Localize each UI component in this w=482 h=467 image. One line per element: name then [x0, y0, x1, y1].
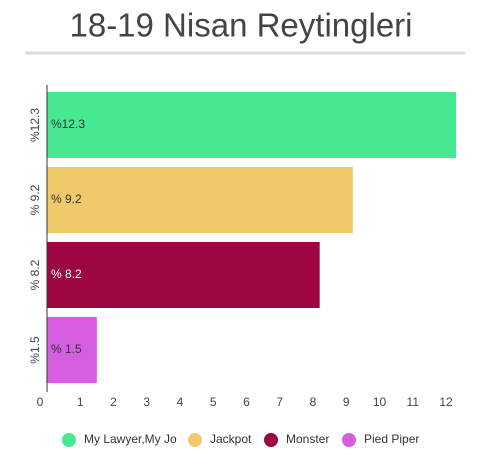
legend-swatch: [62, 433, 76, 447]
y-tick-label: %12.3: [28, 108, 42, 142]
x-tick-label: 0: [37, 395, 44, 409]
x-tick-label: 7: [276, 395, 283, 409]
y-tick-label: % 9.2: [28, 184, 42, 215]
bar: [47, 92, 456, 158]
x-tick-label: 12: [439, 395, 453, 409]
value-label: % 8.2: [51, 267, 82, 281]
legend-label: My Lawyer,My Jo: [84, 432, 177, 446]
x-tick-label: 3: [143, 395, 150, 409]
value-label: %12.3: [51, 117, 85, 131]
y-tick-label: %1.5: [28, 336, 42, 364]
legend-swatch: [188, 433, 202, 447]
x-tick-label: 1: [77, 395, 84, 409]
legend-swatch: [342, 433, 356, 447]
legend-label: Pied Piper: [364, 432, 419, 446]
bar: [47, 317, 97, 383]
legend-label: Jackpot: [210, 432, 252, 446]
value-label: % 1.5: [51, 342, 82, 356]
x-tick-label: 8: [310, 395, 317, 409]
x-tick-label: 5: [210, 395, 217, 409]
x-tick-label: 4: [177, 395, 184, 409]
bar: [47, 242, 320, 308]
x-tick-label: 11: [407, 395, 420, 409]
legend-label: Monster: [286, 432, 329, 446]
x-tick-label: 2: [110, 395, 117, 409]
value-label: % 9.2: [51, 192, 82, 206]
x-tick-label: 6: [243, 395, 250, 409]
legend-swatch: [264, 433, 278, 447]
bar: [47, 167, 353, 233]
chart-title: 18-19 Nisan Reytingleri: [69, 7, 412, 44]
x-tick-label: 10: [373, 395, 387, 409]
y-tick-label: % 8.2: [28, 259, 42, 290]
x-tick-label: 9: [343, 395, 350, 409]
